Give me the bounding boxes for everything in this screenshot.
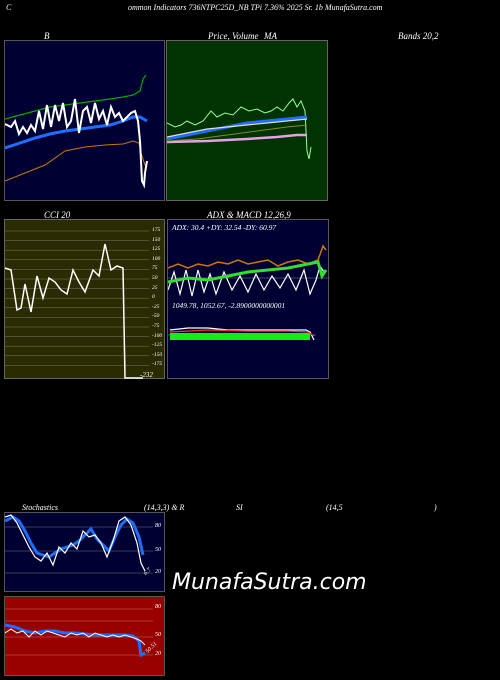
adx-values: ADX: 30.4 +DY: 32.54 -DY: 60.97 bbox=[172, 223, 277, 232]
cci-tick-label: -100 bbox=[152, 332, 163, 339]
cci-tick-label: -125 bbox=[152, 342, 163, 349]
adx-macd-chart: ADX: 30.4 +DY: 32.54 -DY: 60.97 1049.78,… bbox=[167, 219, 330, 379]
cci-tick-label: 175 bbox=[152, 227, 161, 233]
header-left-letter: C bbox=[6, 3, 12, 12]
stoch-k-line bbox=[5, 514, 146, 572]
adx-macd-svg bbox=[168, 244, 330, 341]
stoch-label: Stochastics bbox=[22, 503, 58, 512]
rsi-tick-50: 50 bbox=[155, 632, 161, 638]
price-line bbox=[167, 98, 312, 160]
cci-svg bbox=[5, 230, 149, 379]
cci-tick-label: 125 bbox=[152, 246, 161, 253]
ma-pink-line bbox=[167, 133, 307, 144]
ma-blue-line bbox=[167, 115, 308, 141]
cci-tick-label: 75 bbox=[152, 265, 158, 272]
cci-tick-label: 100 bbox=[152, 255, 161, 262]
stoch-svg bbox=[5, 514, 153, 574]
ma-white-line bbox=[167, 118, 308, 138]
rsi-label: SI bbox=[236, 503, 243, 512]
cci-tick-label: 50 bbox=[152, 275, 158, 281]
volume-label: Volume bbox=[232, 31, 259, 41]
macd-histogram bbox=[170, 333, 310, 340]
rsi-close: ) bbox=[434, 503, 437, 512]
bollinger-label: B bbox=[44, 31, 50, 41]
rsi-avg-line bbox=[5, 623, 146, 658]
price-ma-svg bbox=[167, 98, 312, 160]
adx-line bbox=[168, 264, 325, 297]
price-label: Price, bbox=[208, 31, 230, 41]
cci-tick-label: 25 bbox=[152, 284, 158, 291]
middle-band-line bbox=[5, 115, 148, 150]
cci-current-value: -232 bbox=[140, 371, 153, 379]
watermark: MunafaSutra.com bbox=[172, 570, 367, 595]
stoch-tick-20: 20 bbox=[155, 569, 161, 575]
cci-tick-label: -50 bbox=[152, 313, 160, 320]
price-volume-ma-chart bbox=[166, 40, 328, 201]
stoch-d-line bbox=[5, 515, 145, 559]
cci-tick-label: -25 bbox=[152, 303, 160, 310]
cci-label: CCI 20 bbox=[44, 210, 71, 220]
cci-tick-label: 150 bbox=[152, 236, 161, 243]
price-line bbox=[5, 98, 148, 189]
cci-chart: 175 150 125 100 75 50 25 0 -25 -50 -75 -100 -125 -150… bbox=[4, 219, 165, 379]
macd-line bbox=[169, 327, 315, 341]
rsi-params: (14,5 bbox=[326, 503, 343, 512]
upper-band-line bbox=[5, 74, 147, 120]
cci-tick-label: -175 bbox=[152, 361, 163, 368]
adx-macd-label: ADX & MACD 12,26,9 bbox=[207, 210, 291, 220]
rsi-chart: 80 50 20 50.51 bbox=[4, 596, 165, 676]
cci-tick-label: -150 bbox=[152, 351, 163, 358]
cci-line bbox=[5, 243, 143, 379]
macd-values: 1049.78, 1052.67, -2.8900000000001 bbox=[172, 301, 286, 310]
stochastics-chart: 80 50 20 6.7 bbox=[4, 512, 165, 592]
macd-signal-line bbox=[169, 329, 315, 337]
cci-tick-label: -75 bbox=[152, 323, 160, 329]
header-title: ommon Indicators 736NTPC25D_NB TPi 7.36%… bbox=[128, 3, 383, 12]
stoch-params: (14,3,3) & R bbox=[144, 503, 185, 512]
stoch-tick-80: 80 bbox=[155, 523, 161, 529]
minus-di-line bbox=[168, 260, 328, 284]
lower-band-line bbox=[5, 140, 148, 182]
rsi-tick-20: 20 bbox=[155, 651, 161, 657]
cci-tick-label: 0 bbox=[152, 294, 155, 301]
rsi-tick-80: 80 bbox=[155, 604, 161, 610]
rsi-svg bbox=[5, 608, 153, 658]
ma-label: MA bbox=[264, 31, 277, 41]
ma-olive-line bbox=[167, 124, 308, 142]
stoch-tick-50: 50 bbox=[155, 547, 161, 553]
bollinger-bands-chart bbox=[4, 40, 165, 201]
rsi-line bbox=[5, 628, 146, 646]
bands-label: Bands 20,2 bbox=[398, 31, 439, 41]
bollinger-svg bbox=[5, 74, 148, 189]
